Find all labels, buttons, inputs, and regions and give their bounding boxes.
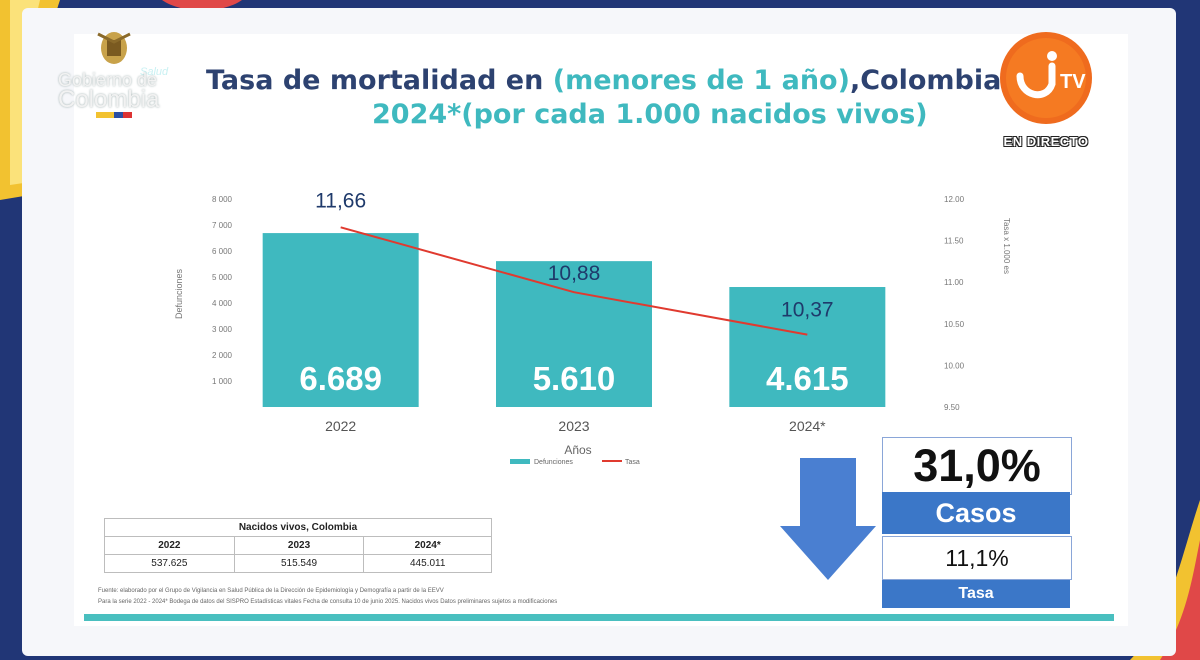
bottom-strip: [84, 614, 1114, 621]
rate-value-label: 10,88: [548, 262, 601, 285]
decorative-swirl-right: [1130, 500, 1200, 660]
bar-2024*: [729, 287, 886, 407]
left-tick-label: 3 000: [212, 325, 233, 334]
gov-text-line-1: Gobierno de: [58, 70, 158, 90]
legend-label: Tasa: [625, 459, 640, 466]
right-tick-label: 12.00: [944, 195, 965, 204]
left-tick-label: 7 000: [212, 221, 233, 230]
title-part-2: (menores de 1 año): [552, 65, 850, 96]
title-line-2: 2024*(por cada 1.000 nacidos vivos): [372, 99, 928, 130]
left-tick-label: 8 000: [212, 195, 233, 204]
births-value-2023: 515.549: [233, 554, 365, 573]
tv-logo-icon: TV: [1000, 32, 1092, 124]
cases-label: Casos: [882, 492, 1070, 534]
government-logo: Salud Gobierno de Colombia: [58, 28, 178, 124]
left-tick-label: 2 000: [212, 351, 233, 360]
title-part-3: ,Colombia: [849, 65, 1011, 96]
left-tick-label: 5 000: [212, 273, 233, 282]
births-table: Nacidos vivos, Colombia 2022 2023 2024* …: [104, 518, 492, 573]
births-table-title: Nacidos vivos, Colombia: [104, 518, 492, 537]
flag-stripe-icon: [96, 112, 132, 118]
live-indicator: EN DIRECTO: [1003, 134, 1089, 149]
y-axis-right-title: Tasa x 1.000 es: [1002, 218, 1011, 274]
rate-percentage: 11,1%: [882, 536, 1072, 580]
right-tick-label: 10.00: [944, 361, 965, 370]
title-part-1: Tasa de mortalidad en: [206, 65, 553, 96]
gov-text-line-2: Colombia: [58, 86, 160, 113]
bar-2022: [262, 233, 419, 407]
right-tick-label: 11.50: [944, 237, 964, 246]
births-header-2023: 2023: [233, 536, 365, 555]
y-axis-title: Defunciones: [174, 268, 184, 319]
births-header-2022: 2022: [104, 536, 235, 555]
x-tick-label: 2022: [325, 418, 356, 434]
left-tick-label: 4 000: [212, 299, 233, 308]
coat-of-arms-icon: [97, 32, 131, 64]
bar-2023: [496, 261, 652, 407]
left-tick-label: 6 000: [212, 247, 233, 256]
legend-swatch-bars: [510, 459, 530, 464]
cases-percentage: 31,0%: [882, 437, 1072, 495]
right-tick-label: 9.50: [944, 403, 960, 412]
legend-label: Defunciones: [534, 459, 573, 466]
tv-channel-logo: TV EN DIRECTO: [994, 30, 1098, 160]
right-tick-label: 11.00: [944, 278, 964, 287]
x-tick-label: 2023: [558, 418, 589, 434]
decorative-swirl-top: [162, 0, 242, 11]
footnote-source: Fuente: elaborado por el Grupo de Vigila…: [98, 588, 444, 594]
down-arrow-icon: [780, 458, 876, 580]
rate-value-label: 10,37: [781, 299, 834, 322]
births-header-2024: 2024*: [363, 536, 492, 555]
mortality-chart: 1 000 2 000 3 000 4 000 5 000 6 000 7 000 8 000…: [174, 189, 1011, 466]
rate-value-label: 11,66: [315, 189, 366, 212]
rate-label: Tasa: [882, 580, 1070, 608]
births-value-2024: 445.011: [363, 554, 492, 573]
footnote-data-note: Para la serie 2022 - 2024* Bodega de dat…: [98, 599, 558, 605]
x-tick-label: 2024*: [789, 418, 826, 434]
x-axis-title: Años: [564, 443, 591, 457]
right-tick-label: 10.50: [944, 320, 965, 329]
bar-value-label: 6.689: [299, 360, 382, 397]
rate-line: [340, 226, 808, 336]
tv-logo-text: TV: [1060, 71, 1086, 93]
gov-salud-text: Salud: [140, 66, 169, 78]
births-value-2022: 537.625: [104, 554, 235, 573]
bar-value-label: 5.610: [533, 360, 616, 397]
left-tick-label: 1 000: [212, 377, 233, 386]
bar-value-label: 4.615: [766, 360, 849, 397]
